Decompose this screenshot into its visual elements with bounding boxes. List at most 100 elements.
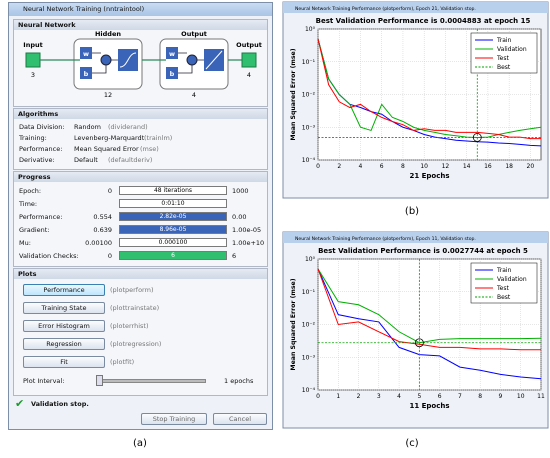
- x-tick-label: 7: [458, 393, 462, 400]
- x-tick-label: 8: [401, 163, 405, 170]
- x-tick-label: 11: [537, 393, 545, 400]
- progress-label: Time:: [19, 200, 38, 208]
- diagram-label: w: [169, 50, 175, 58]
- legend-label: Test: [496, 285, 509, 292]
- legend-label: Validation: [497, 46, 527, 53]
- legend-label: Best: [497, 64, 511, 71]
- caption: (b): [405, 206, 419, 217]
- diagram-label: 12: [104, 91, 112, 99]
- x-tick-label: 6: [438, 393, 442, 400]
- diagram-label: 3: [31, 71, 35, 79]
- plot-button[interactable]: Error Histogram: [23, 320, 105, 332]
- x-axis-label: 21 Epochs: [409, 172, 449, 180]
- cancel-button[interactable]: Cancel: [213, 413, 267, 425]
- diagram-label: b: [170, 70, 175, 78]
- x-tick-label: 3: [377, 393, 381, 400]
- progress-start: 0: [107, 187, 112, 195]
- x-tick-label: 16: [484, 163, 492, 170]
- title-bar: Neural Network Training (nntraintool): [9, 3, 272, 16]
- diagram-label: 4: [247, 71, 251, 79]
- y-tick-label: 10⁻³: [302, 354, 316, 361]
- wires: [178, 52, 204, 74]
- series-line: [317, 38, 541, 140]
- x-tick-label: 12: [442, 163, 450, 170]
- y-tick-label: 10⁻¹: [302, 59, 316, 66]
- chart-title-bar: [283, 232, 548, 243]
- y-tick-label: 10⁻²: [302, 92, 316, 99]
- group-heading: Algorithms: [14, 109, 267, 119]
- slider-thumb[interactable]: [96, 375, 103, 386]
- chart-title: Best Validation Performance is 0.0004883…: [316, 17, 531, 25]
- plots-group: Plots Performance (plotperform) Training St…: [13, 268, 268, 396]
- plot-button[interactable]: Performance: [23, 284, 105, 296]
- progress-bar: 8.96e-05: [119, 225, 227, 234]
- x-axis-label: 11 Epochs: [409, 402, 449, 410]
- plot-function: (ploterrhist): [110, 322, 149, 330]
- progress-end: 1.00e-05: [232, 226, 262, 234]
- progress-start: 0.639: [93, 226, 112, 234]
- best-marker: [472, 133, 482, 142]
- plot-button[interactable]: Regression: [23, 338, 105, 350]
- x-tick-label: 4: [359, 163, 363, 170]
- progress-label: Performance:: [19, 213, 63, 221]
- best-marker: [414, 338, 424, 348]
- diagram-label: Output: [236, 41, 262, 49]
- stop-button[interactable]: Stop Training: [141, 413, 207, 425]
- progress-label: Validation Checks:: [19, 252, 79, 260]
- algorithm-label: Derivative:: [19, 156, 55, 164]
- y-tick-label: 10⁻⁴: [302, 157, 316, 164]
- plot-function: (plotperform): [110, 286, 154, 294]
- series-line: [317, 268, 542, 380]
- plot-button[interactable]: Training State: [23, 302, 105, 314]
- x-tick-label: 10: [420, 163, 428, 170]
- x-tick-label: 0: [316, 393, 320, 400]
- plot-function: (plotregression): [110, 340, 162, 348]
- wires: [92, 52, 118, 74]
- window-title: Neural Network Training Performance (plo…: [295, 6, 476, 12]
- legend-label: Train: [496, 267, 512, 274]
- transfer-curve: [119, 52, 137, 68]
- x-tick-label: 18: [505, 163, 513, 170]
- legend-label: Best: [497, 294, 511, 301]
- algorithm-value: Levenberg-Marquardt: [74, 134, 145, 142]
- output-node: [241, 52, 257, 68]
- algorithm-function: (defaultderiv): [108, 156, 153, 164]
- progress-label: Mu:: [19, 239, 31, 247]
- x-tick-label: 10: [517, 393, 525, 400]
- window-title: Neural Network Training Performance (plo…: [295, 236, 476, 242]
- y-axis-label: Mean Squared Error (mse): [290, 48, 297, 140]
- y-tick-label: 10⁰: [305, 26, 316, 33]
- x-tick-label: 20: [527, 163, 535, 170]
- status-check: ✔: [15, 397, 25, 410]
- algorithms-group: Algorithms Data Division: Random (divideran…: [13, 108, 268, 170]
- y-tick-label: 10⁻²: [302, 322, 316, 329]
- algorithm-label: Performance:: [19, 145, 63, 153]
- plot-button[interactable]: Fit: [23, 356, 105, 368]
- progress-bar: 2.82e-05: [119, 212, 227, 221]
- y-tick-label: 10⁻⁴: [302, 387, 316, 394]
- network-diagram: Input 3 Hidden 12 w b Output 4 w b Output 4: [23, 31, 262, 99]
- diagram-label: b: [84, 70, 89, 78]
- progress-label: Gradient:: [19, 226, 50, 234]
- chart-title-bar: [283, 2, 548, 13]
- legend-label: Train: [496, 37, 512, 44]
- x-tick-label: 1: [336, 393, 340, 400]
- x-tick-label: 14: [463, 163, 471, 170]
- bias-block: [80, 67, 92, 79]
- algorithm-value: Default: [74, 156, 98, 164]
- x-tick-label: 9: [499, 393, 503, 400]
- progress-group: Progress Epoch: 0 48 iterations 1000 Time: 0:0…: [13, 171, 268, 267]
- chart-title: Best Validation Performance is 0.0027744…: [318, 247, 528, 255]
- algorithm-value: Random: [74, 123, 101, 131]
- interval-value: 1 epochs: [224, 377, 254, 385]
- group-heading: Progress: [14, 172, 267, 182]
- weight-block: [166, 47, 178, 59]
- status-text: Validation stop.: [31, 400, 89, 408]
- plot-function: (plottrainstate): [110, 304, 160, 312]
- progress-start: 0.554: [93, 213, 112, 221]
- bias-block: [166, 67, 178, 79]
- interval-label: Plot Interval:: [23, 377, 65, 385]
- y-tick-label: 10⁻¹: [302, 289, 316, 296]
- x-tick-label: 6: [380, 163, 384, 170]
- series-line: [317, 268, 541, 351]
